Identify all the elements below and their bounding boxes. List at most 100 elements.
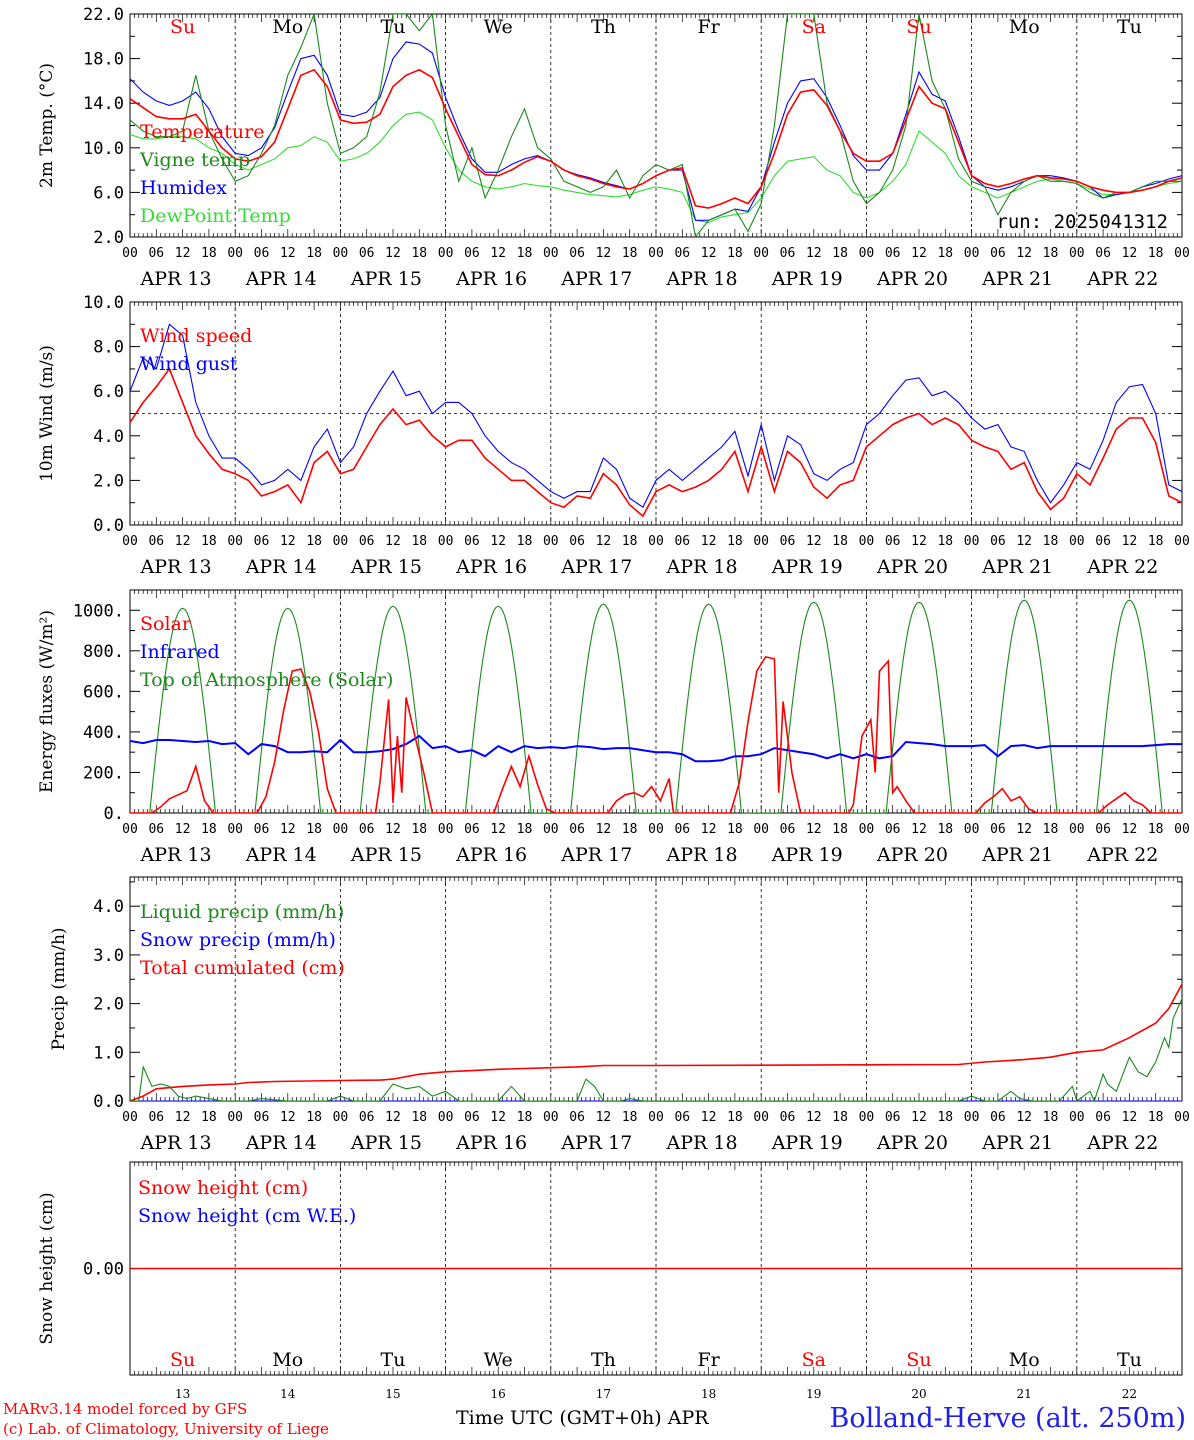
hour-label: 00 — [648, 822, 664, 837]
hour-label: 18 — [937, 1110, 953, 1125]
hour-label: 00 — [1174, 822, 1190, 837]
hour-label: 06 — [1095, 534, 1111, 549]
hour-label: 00 — [543, 822, 559, 837]
date-label: APR 19 — [771, 1132, 843, 1154]
hour-label: 12 — [280, 822, 296, 837]
date-label: APR 21 — [981, 1132, 1053, 1154]
hour-label: 12 — [175, 1110, 191, 1125]
footer-model: MARv3.14 model forced by GFS — [3, 1400, 247, 1418]
hour-label: 06 — [885, 534, 901, 549]
hour-label: 18 — [411, 534, 427, 549]
y-axis-label: 10m Wind (m/s) — [37, 345, 57, 482]
panels-group: 2.0 6.0 10.0 14.0 18.0 22.0 2m Temp. (°C) Tempe… — [37, 5, 1190, 1401]
hour-label: 18 — [832, 534, 848, 549]
date-label: APR 13 — [140, 268, 212, 290]
hour-label: 06 — [569, 534, 585, 549]
hour-label: 12 — [806, 246, 822, 261]
panel-4: 0.0 1.0 2.0 3.0 4.0 Precip (mm/h) Liquid preci… — [49, 876, 1190, 1154]
date-label: APR 21 — [981, 556, 1053, 578]
legend-entry: DewPoint Temp — [140, 205, 291, 227]
y-tick-label: 18.0 — [83, 50, 124, 70]
hour-label: 06 — [885, 1110, 901, 1125]
hour-label: 06 — [674, 1110, 690, 1125]
hour-label: 00 — [1174, 534, 1190, 549]
date-label: APR 17 — [560, 556, 632, 578]
date-label: APR 19 — [771, 556, 843, 578]
hour-label: 00 — [333, 534, 349, 549]
hour-label: 00 — [333, 246, 349, 261]
hour-label: 18 — [622, 246, 638, 261]
hour-label: 18 — [832, 1110, 848, 1125]
y-tick-label: 4.0 — [93, 427, 124, 447]
hour-label: 18 — [306, 534, 322, 549]
date-label: APR 17 — [560, 268, 632, 290]
hour-label: 12 — [806, 1110, 822, 1125]
hour-label: 06 — [674, 822, 690, 837]
day-name: Mo — [272, 16, 303, 38]
hour-label: 12 — [596, 1110, 612, 1125]
hour-label: 06 — [359, 534, 375, 549]
hour-label: 00 — [227, 1110, 243, 1125]
date-label: APR 14 — [245, 556, 317, 578]
hour-label: 12 — [490, 1110, 506, 1125]
hour-label: 06 — [359, 1110, 375, 1125]
hour-label: 06 — [464, 534, 480, 549]
hour-label: 00 — [227, 246, 243, 261]
series-line-top-of-atmosphere-solar- — [130, 599, 1182, 813]
day-number: 17 — [596, 1387, 611, 1401]
panel-2: 0.0 2.0 4.0 6.0 8.0 10.0 10m Wind (m/s) Wind sp… — [37, 293, 1190, 578]
hour-label: 06 — [885, 246, 901, 261]
hour-label: 12 — [1016, 822, 1032, 837]
footer-axis-title: Time UTC (GMT+0h) APR — [456, 1407, 709, 1429]
hour-label: 18 — [1148, 1110, 1164, 1125]
hour-label: 06 — [359, 246, 375, 261]
hour-label: 12 — [1016, 246, 1032, 261]
panel-5: 0.00 Snow height (cm) Snow height (cm) Snow… — [37, 1161, 1183, 1401]
day-number: 14 — [280, 1387, 296, 1401]
hour-label: 12 — [280, 246, 296, 261]
hour-label: 06 — [148, 822, 164, 837]
hour-label: 12 — [175, 822, 191, 837]
hour-label: 18 — [1043, 246, 1059, 261]
hour-label: 00 — [333, 1110, 349, 1125]
hour-label: 06 — [885, 822, 901, 837]
hour-label: 18 — [1043, 822, 1059, 837]
hour-label: 12 — [701, 1110, 717, 1125]
hour-label: 12 — [596, 822, 612, 837]
y-tick-label: 0.0 — [93, 1092, 124, 1112]
hour-label: 18 — [937, 534, 953, 549]
date-label: APR 20 — [876, 556, 948, 578]
hour-label: 00 — [543, 246, 559, 261]
hour-label: 18 — [622, 822, 638, 837]
hour-label: 18 — [832, 822, 848, 837]
hour-label: 12 — [701, 246, 717, 261]
hour-label: 12 — [806, 534, 822, 549]
footer-copyright: (c) Lab. of Climatology, University of L… — [3, 1420, 329, 1438]
date-label: APR 16 — [455, 556, 527, 578]
date-label: APR 21 — [981, 268, 1053, 290]
day-name: Fr — [697, 16, 720, 38]
day-name: Su — [170, 16, 195, 38]
hour-label: 12 — [280, 1110, 296, 1125]
hour-label: 00 — [648, 1110, 664, 1125]
date-label: APR 15 — [350, 556, 422, 578]
series-line-solar — [130, 655, 1182, 813]
legend-entry: Humidex — [140, 177, 227, 199]
hour-label: 00 — [227, 822, 243, 837]
day-number: 18 — [701, 1387, 716, 1401]
series-line-infrared — [130, 734, 1182, 763]
day-number: 21 — [1017, 1387, 1032, 1401]
day-name: Tu — [381, 16, 406, 38]
hour-label: 12 — [1016, 534, 1032, 549]
hour-label: 00 — [964, 1110, 980, 1125]
hour-label: 00 — [964, 822, 980, 837]
date-label: APR 14 — [245, 844, 317, 866]
hour-label: 12 — [385, 534, 401, 549]
hour-label: 12 — [1122, 534, 1138, 549]
hour-label: 18 — [306, 246, 322, 261]
legend-entry: Snow precip (mm/h) — [140, 929, 336, 951]
day-name: Su — [906, 16, 931, 38]
plot-frame — [129, 13, 1183, 238]
series-group — [130, 982, 1182, 1101]
